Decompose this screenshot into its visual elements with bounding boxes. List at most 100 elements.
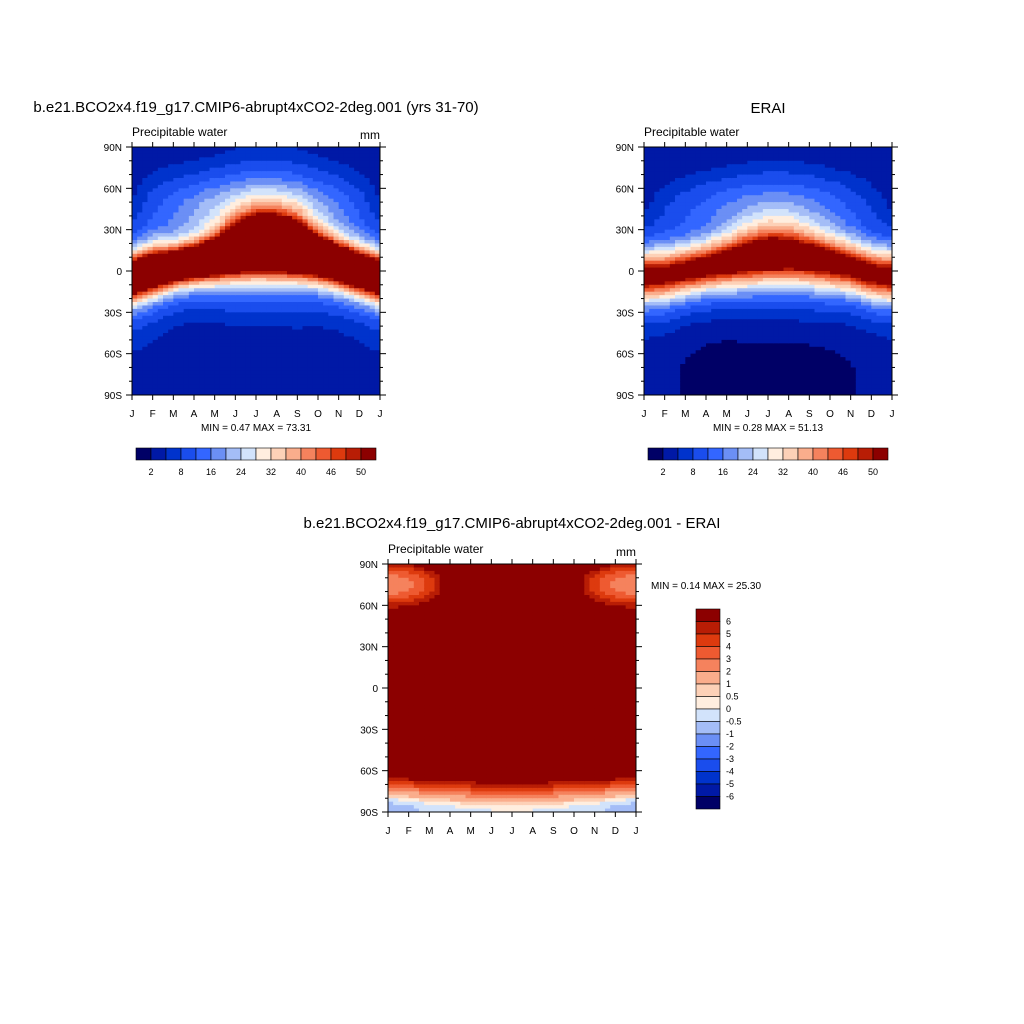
heatmap-cell: [271, 322, 278, 327]
colorbar-box: [300, 447, 317, 461]
heatmap-cell: [359, 274, 366, 279]
heatmap-cell: [230, 164, 236, 169]
heatmap-cell: [297, 308, 304, 313]
heatmap-cell: [137, 302, 143, 307]
heatmap-cell: [225, 215, 231, 220]
heatmap-cell: [328, 367, 335, 372]
heatmap-cell: [737, 336, 743, 341]
heatmap-cell: [250, 246, 257, 251]
heatmap-cell: [675, 191, 681, 196]
heatmap-cell: [706, 233, 712, 238]
heatmap-cell: [214, 336, 221, 341]
heatmap-cell: [318, 381, 324, 386]
heatmap-cell: [214, 209, 221, 214]
heatmap-cell: [649, 246, 655, 251]
heatmap-cell: [194, 184, 200, 189]
heatmap-cell: [287, 226, 293, 231]
heatmap-cell: [695, 253, 702, 258]
heatmap-cell: [235, 367, 242, 372]
heatmap-cell: [137, 219, 143, 224]
heatmap-cell: [214, 346, 221, 351]
heatmap-cell: [219, 291, 226, 296]
heatmap-cell: [659, 150, 666, 155]
heatmap-cell: [675, 374, 681, 379]
heatmap-cell: [695, 240, 702, 245]
heatmap-cell: [137, 295, 143, 300]
heatmap-cell: [163, 191, 169, 196]
heatmap-cell: [297, 357, 304, 362]
heatmap-cell: [711, 219, 717, 224]
heatmap-cell: [354, 236, 360, 241]
heatmap-cell: [297, 388, 304, 393]
heatmap-cell: [675, 222, 681, 227]
heatmap-cell: [349, 374, 355, 379]
heatmap-cell: [323, 388, 329, 393]
colorbar-box: [285, 447, 302, 461]
heatmap-cell: [261, 357, 267, 362]
heatmap-cell: [664, 339, 671, 344]
heatmap-cell: [731, 181, 738, 186]
heatmap-cell: [142, 298, 149, 303]
heatmap-cell: [359, 157, 366, 162]
heatmap-cell: [178, 195, 185, 200]
heatmap-cell: [343, 364, 350, 369]
heatmap-cell: [137, 322, 143, 327]
heatmap-cell: [292, 381, 298, 386]
heatmap-cell: [235, 343, 242, 348]
heatmap-cell: [649, 326, 655, 331]
heatmap-cell: [204, 229, 211, 234]
heatmap-cell: [369, 312, 376, 317]
heatmap-cell: [700, 160, 707, 165]
heatmap-cell: [318, 215, 324, 220]
heatmap-cell: [152, 181, 159, 186]
heatmap-cell: [685, 233, 692, 238]
heatmap-cell: [281, 160, 288, 165]
heatmap-cell: [292, 315, 298, 320]
heatmap-cell: [137, 319, 143, 324]
heatmap-cell: [685, 191, 692, 196]
heatmap-cell: [711, 157, 717, 162]
heatmap-cell: [680, 198, 686, 203]
heatmap-cell: [323, 157, 329, 162]
heatmap-cell: [183, 243, 190, 248]
heatmap-cell: [695, 384, 702, 389]
heatmap-cell: [312, 308, 319, 313]
heatmap-cell: [726, 212, 733, 217]
heatmap-cell: [364, 243, 371, 248]
heatmap-cell: [690, 339, 697, 344]
heatmap-cell: [250, 153, 257, 158]
heatmap-cell: [726, 360, 733, 365]
heatmap-cell: [142, 160, 149, 165]
heatmap-cell: [188, 150, 195, 155]
heatmap-cell: [333, 264, 340, 269]
heatmap-cell: [726, 305, 733, 310]
heatmap-cell: [214, 312, 221, 317]
colorbar-box: [270, 447, 287, 461]
heatmap-cell: [214, 391, 221, 395]
heatmap-cell: [209, 257, 216, 262]
heatmap-cell: [726, 350, 733, 355]
heatmap-cell: [690, 391, 697, 395]
heatmap-cell: [271, 174, 278, 179]
heatmap-cell: [256, 295, 262, 300]
heatmap-cell: [163, 226, 169, 231]
heatmap-cell: [333, 188, 340, 193]
heatmap-cell: [194, 153, 200, 158]
heatmap-cell: [271, 171, 278, 176]
heatmap-cell: [178, 219, 185, 224]
heatmap-cell: [183, 198, 190, 203]
heatmap-cell: [654, 150, 661, 155]
heatmap-cell: [359, 336, 366, 341]
heatmap-cell: [261, 226, 267, 231]
heatmap-cell: [142, 267, 149, 272]
heatmap-cell: [716, 357, 723, 362]
heatmap-cell: [669, 167, 676, 172]
heatmap-cell: [737, 215, 743, 220]
heatmap-cell: [644, 322, 650, 327]
heatmap-cell: [142, 260, 149, 265]
heatmap-cell: [183, 178, 190, 183]
heatmap-cell: [250, 222, 257, 227]
heatmap-cell: [349, 271, 355, 276]
heatmap-cell: [235, 319, 242, 324]
heatmap-cell: [711, 312, 717, 317]
